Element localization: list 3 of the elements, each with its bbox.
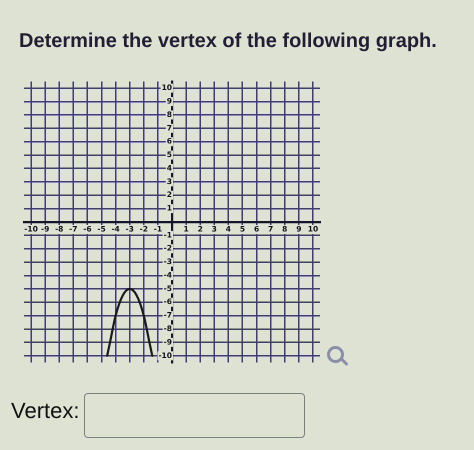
text: Vertex:	[11, 398, 80, 424]
chart-title: Determine the vertex of the following graph.	[19, 30, 437, 53]
line-series	[106, 288, 154, 357]
